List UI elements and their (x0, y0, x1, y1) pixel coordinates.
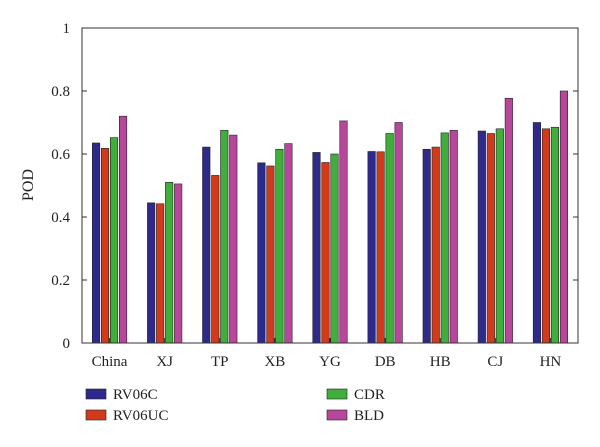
bar-bld-cj (504, 97, 513, 344)
bar-rv06c-db (367, 151, 376, 344)
bar-rv06uc-xb (266, 165, 275, 344)
bar-rv06uc-cj (486, 133, 495, 344)
bar-rv06c-cj (477, 130, 486, 344)
bar-bld-db (394, 122, 403, 344)
bar-rv06uc-yg (321, 162, 330, 344)
legend-swatch-rv06uc (85, 409, 107, 421)
bar-cdr-hb (440, 132, 449, 344)
x-tick-label: TP (211, 354, 229, 370)
bar-rv06c-hb (422, 148, 431, 344)
legend-label-rv06uc: RV06UC (113, 408, 168, 424)
y-tick-label: 0.8 (51, 84, 70, 100)
bar-rv06c-hn (532, 122, 541, 344)
y-tick-label: 0.2 (51, 273, 70, 289)
bar-rv06uc-db (376, 151, 385, 344)
x-tick-label: HB (430, 354, 451, 370)
x-tick-label: CJ (487, 354, 503, 370)
bar-cdr-hn (550, 126, 559, 344)
bar-cdr-tp (220, 130, 229, 344)
bar-cdr-xj (165, 182, 174, 344)
y-tick-label: 0.4 (51, 210, 70, 226)
bar-bld-yg (339, 120, 348, 344)
y-axis: 0 0.2 0.4 0.6 0.8 1 (51, 21, 578, 352)
x-axis: China XJ TP XB YG DB HB CJ HN (92, 338, 562, 370)
legend: RV06C RV06UC CDR BLD (85, 387, 385, 424)
y-tick-label: 0.6 (51, 147, 70, 163)
x-tick-label: HN (540, 354, 562, 370)
bar-rv06c-yg (312, 152, 321, 344)
y-tick-label: 1 (63, 21, 71, 37)
bar-rv06uc-china (101, 148, 110, 344)
bar-cdr-china (110, 137, 119, 344)
legend-label-cdr: CDR (354, 387, 385, 403)
bar-rv06uc-hb (431, 146, 440, 344)
bar-rv06uc-hn (541, 128, 550, 344)
legend-label-rv06c: RV06C (113, 387, 158, 403)
bars-group (92, 90, 568, 344)
bar-cdr-db (385, 133, 394, 344)
x-tick-label: YG (319, 354, 341, 370)
x-tick-label: XJ (156, 354, 173, 370)
bar-bld-xj (174, 183, 183, 344)
y-tick-label: 0 (63, 336, 71, 352)
bar-rv06c-xb (257, 162, 266, 344)
bar-rv06c-china (92, 142, 101, 344)
bar-bld-tp (229, 134, 238, 344)
bar-cdr-yg (330, 153, 339, 344)
bar-cdr-cj (495, 128, 504, 344)
bar-bld-china (119, 115, 128, 344)
x-tick-label: XB (264, 354, 285, 370)
bar-rv06c-tp (202, 146, 211, 344)
bar-bld-hb (449, 130, 458, 344)
legend-label-bld: BLD (354, 408, 384, 424)
legend-swatch-bld (326, 409, 348, 421)
bar-cdr-xb (275, 148, 284, 344)
x-tick-label: DB (375, 354, 396, 370)
x-tick-label: China (92, 354, 128, 370)
bar-rv06uc-xj (156, 203, 165, 344)
bar-bld-xb (284, 143, 293, 344)
bar-rv06c-xj (147, 202, 156, 344)
legend-swatch-rv06c (85, 388, 107, 400)
legend-swatch-cdr (326, 388, 348, 400)
y-axis-title: POD (20, 169, 37, 201)
bar-bld-hn (559, 90, 568, 344)
bar-rv06uc-tp (211, 175, 220, 344)
